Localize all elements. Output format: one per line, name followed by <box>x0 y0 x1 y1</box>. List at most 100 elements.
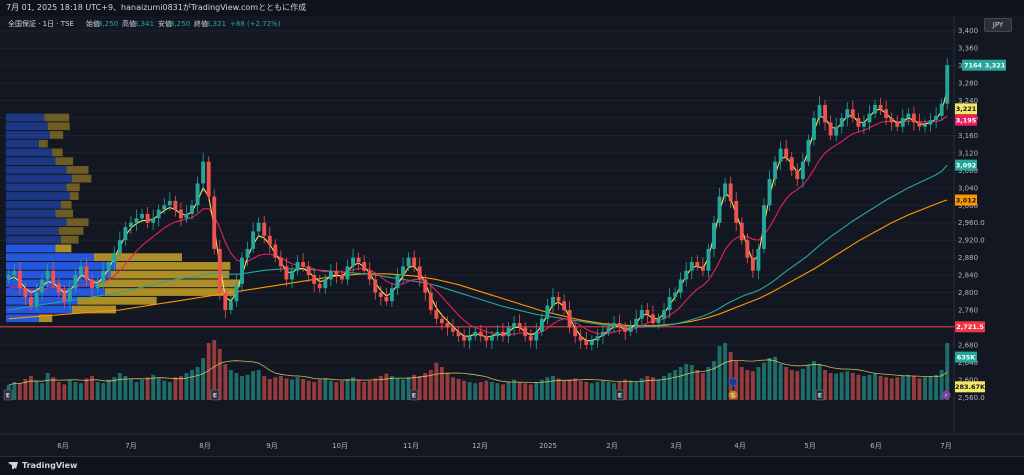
candle-body <box>228 301 233 310</box>
candle-body <box>345 266 350 280</box>
candle-body <box>689 262 694 271</box>
candle-body <box>428 292 433 310</box>
price-axis[interactable]: 3,4003,3603,3203,2803,2403,2003,1603,120… <box>958 27 985 402</box>
tag-countdown: 7164 <box>964 62 983 70</box>
currency-button[interactable]: JPY <box>984 18 1012 32</box>
event-marker[interactable]: E <box>615 389 625 401</box>
candle-body <box>284 266 289 280</box>
candle-body <box>717 196 722 223</box>
event-marker[interactable]: E <box>409 389 419 401</box>
volume-bar <box>173 377 178 400</box>
profile-bar-buy <box>6 218 67 227</box>
event-markers[interactable]: E E E E S E ⚡ <box>3 377 951 401</box>
volume-bar <box>462 380 467 400</box>
profile-bar-sell <box>66 218 89 227</box>
volume-bar <box>823 370 828 400</box>
profile-bar-sell <box>55 157 74 165</box>
legend-symbol: 全国保証 · 1日 · TSE <box>8 19 74 28</box>
candle-body <box>501 331 505 337</box>
candle-body <box>656 318 661 324</box>
candle-body <box>706 248 711 271</box>
price-tick-label: 2,640 <box>958 359 978 367</box>
candle-body <box>495 331 500 337</box>
candle-body <box>539 318 544 332</box>
profile-bar-sell <box>72 305 116 314</box>
volume-bar <box>706 367 711 400</box>
profile-bar-buy <box>6 262 116 270</box>
volume-bar <box>251 371 256 400</box>
volume-bar <box>728 352 733 400</box>
candle-body <box>895 122 900 127</box>
candle-body <box>367 270 372 280</box>
volume-bar <box>284 378 289 400</box>
candle-body <box>90 279 95 289</box>
price-chart[interactable]: E E E E S E ⚡ 3,4003,3603,3203,2803,2403,2003,… <box>0 16 1024 456</box>
volume-bar <box>317 379 322 400</box>
profile-bar-buy <box>6 227 59 235</box>
legend-close-value: 3,321 <box>206 20 226 28</box>
legend-low-label: 安値 <box>158 19 172 28</box>
candle-body <box>267 235 272 245</box>
volume-bar <box>156 378 161 400</box>
profile-bar-buy <box>6 253 94 261</box>
event-marker[interactable]: E <box>210 389 220 401</box>
event-symbol: E <box>618 392 622 400</box>
profile-bar-buy <box>6 122 48 131</box>
candle-body <box>251 231 256 249</box>
candle-body <box>762 205 766 249</box>
volume-bar <box>117 373 122 400</box>
candle-body <box>484 336 489 341</box>
candle-body <box>34 292 39 306</box>
time-tick-label: 9月 <box>266 442 277 450</box>
volume-bar <box>306 380 311 400</box>
candle-body <box>567 310 572 328</box>
candle-body <box>323 279 328 289</box>
volume-bar <box>689 365 694 400</box>
volume-bar <box>140 379 144 400</box>
volume-bar <box>167 382 172 400</box>
price-tick-label: 3,280 <box>958 80 978 88</box>
event-marker[interactable]: ⚡ <box>941 390 951 400</box>
profile-bar-buy <box>6 296 78 305</box>
time-axis[interactable]: 6月 7月 8月 9月 10月 11月 12月 2025 2月 3月 4月 5月 6月 7月 <box>0 16 1024 450</box>
profile-bar-sell <box>66 183 80 192</box>
event-marker[interactable]: S <box>728 390 738 400</box>
volume-bar <box>301 379 306 400</box>
tag-price: 3,012 <box>956 196 977 204</box>
volume-bar <box>562 380 567 400</box>
candle-body <box>423 279 428 293</box>
candle-body <box>817 104 822 118</box>
volume-bar <box>478 382 483 400</box>
tag-price-box <box>955 381 985 393</box>
volume-bar <box>539 379 544 400</box>
candle-body <box>106 262 111 271</box>
volume-bar <box>878 376 883 400</box>
volume-bar <box>600 380 605 400</box>
event-marker[interactable]: E <box>3 389 13 401</box>
volume-bar <box>56 382 61 400</box>
candle-body <box>861 122 866 127</box>
time-tick-label: 11月 <box>403 442 419 450</box>
candle-body <box>695 262 700 267</box>
candle-body <box>506 327 511 337</box>
candle-body <box>312 275 317 284</box>
candle-body <box>79 266 83 276</box>
candle-body <box>445 323 450 328</box>
candle-body <box>728 183 733 201</box>
volume-bar <box>634 382 639 400</box>
profile-bar-sell <box>77 296 157 305</box>
price-tick-label: 2,680 <box>958 341 978 349</box>
volume-bar <box>345 379 350 400</box>
candle-body <box>73 275 78 289</box>
tradingview-logo[interactable]: TradingView <box>8 459 77 473</box>
candle-body <box>190 205 194 214</box>
tag-price: 2,721.5 <box>956 323 984 331</box>
volume-bar <box>45 373 50 400</box>
candle-body <box>756 248 761 271</box>
event-marker[interactable]: E <box>815 389 825 401</box>
volume-bar <box>67 379 72 400</box>
volume-bar <box>656 379 661 400</box>
profile-bar-sell <box>47 122 70 131</box>
candle-body <box>800 161 805 180</box>
volume-bar <box>523 383 528 400</box>
